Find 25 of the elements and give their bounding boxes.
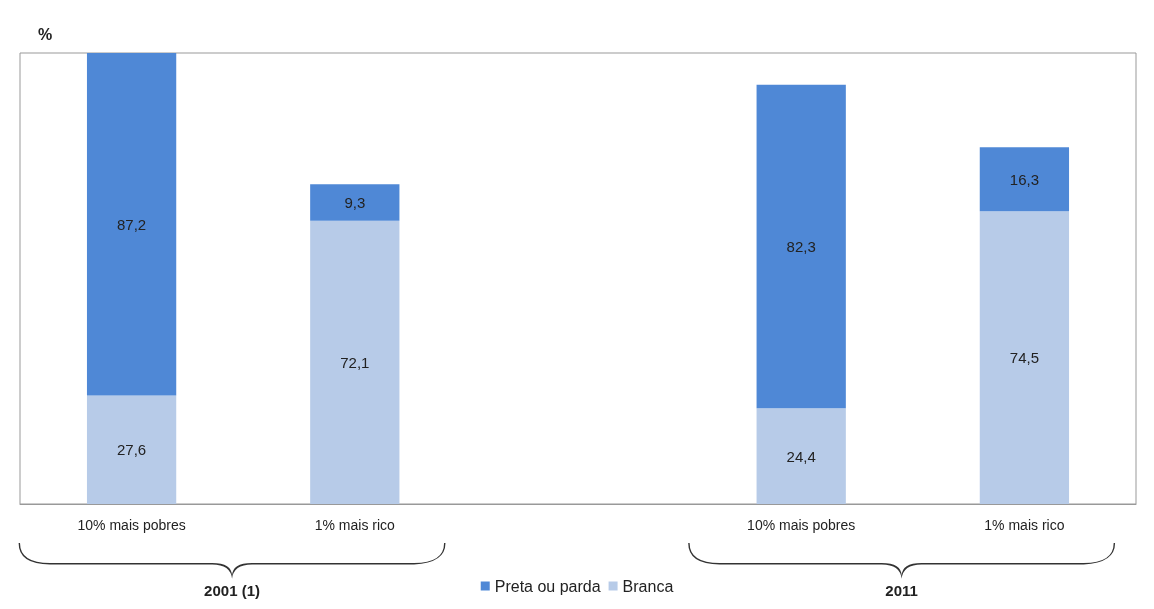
x-tick-label: 10% mais pobres — [77, 517, 186, 533]
data-label: 16,3 — [1009, 170, 1039, 188]
data-label: 87,2 — [117, 215, 147, 233]
data-label: 9,3 — [344, 193, 366, 211]
y-axis-title: % — [38, 25, 53, 43]
data-label: 27,6 — [117, 441, 147, 459]
bar — [756, 84, 846, 409]
bar — [86, 395, 177, 504]
legend-label: Preta ou parda — [494, 577, 601, 595]
text: 2001 (1) — [204, 582, 260, 599]
data-label: 72,1 — [340, 353, 370, 371]
bar — [979, 147, 1070, 212]
data-label: 74,5 — [1009, 349, 1039, 367]
data-label: 24,4 — [786, 447, 816, 465]
bar — [310, 184, 400, 221]
text: 2011 — [885, 582, 918, 599]
bar — [979, 211, 1070, 504]
bar — [756, 408, 846, 504]
x-tick-label: 1% mais rico — [314, 517, 396, 533]
bar — [310, 220, 400, 504]
bar — [86, 53, 177, 396]
data-label: 82,3 — [786, 237, 816, 255]
legend-label: Branca — [622, 577, 674, 595]
x-tick-label: 10% mais pobres — [747, 517, 856, 533]
x-tick-label: 1% mais rico — [984, 517, 1065, 533]
